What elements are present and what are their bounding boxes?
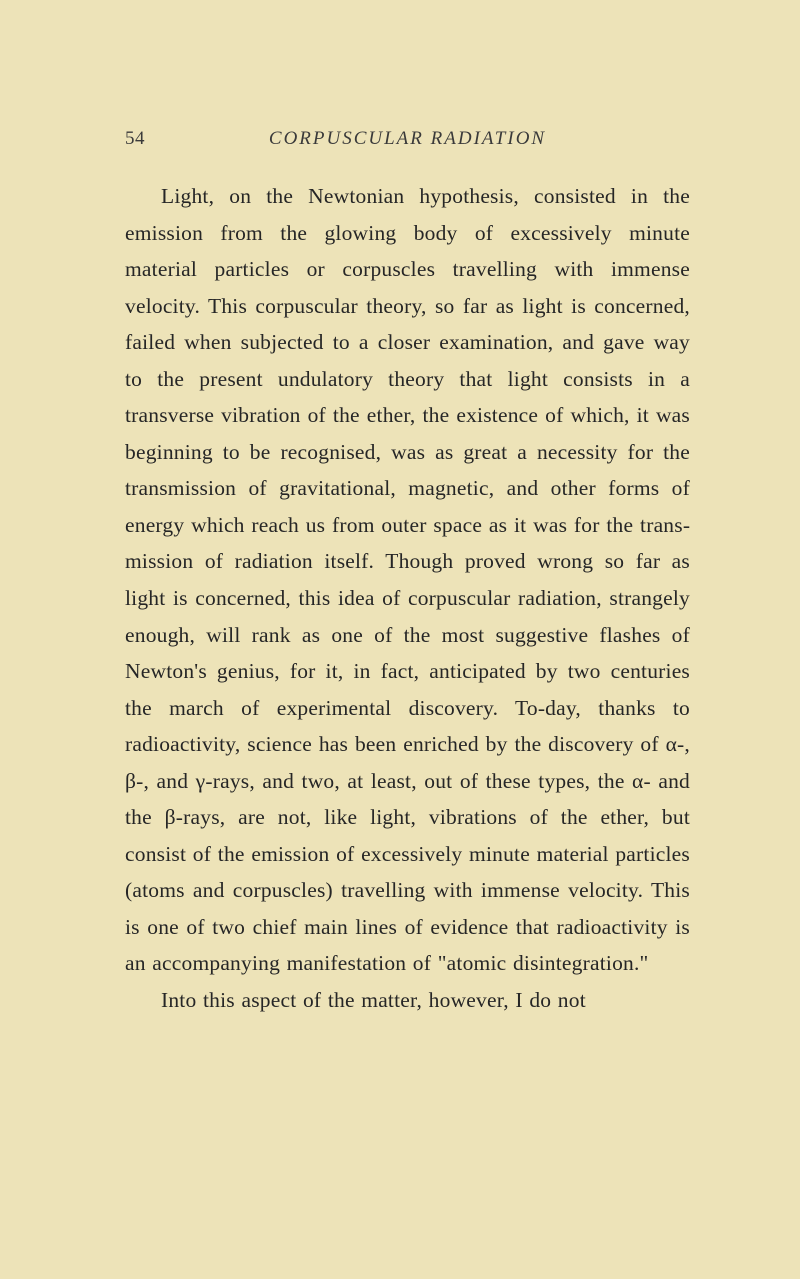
body-text: Light, on the Newtonian hypothesis, cons… xyxy=(125,178,690,1019)
paragraph-2: Into this aspect of the matter, however,… xyxy=(161,988,586,1012)
running-head: CORPUSCULAR RADIATION xyxy=(125,128,690,150)
page-header: 54 CORPUSCULAR RADIATION xyxy=(125,128,690,150)
paragraph-1: Light, on the Newtonian hypothesis, cons… xyxy=(125,184,690,975)
book-page: 54 CORPUSCULAR RADIATION Light, on the N… xyxy=(0,0,800,1079)
